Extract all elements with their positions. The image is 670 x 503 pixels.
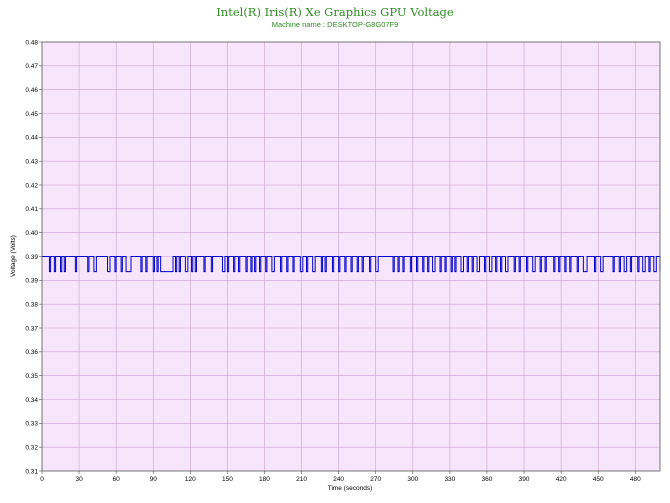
x-tick-label: 90 (150, 476, 158, 483)
y-tick-label: 0.34 (25, 397, 38, 404)
y-tick-label: 0.43 (25, 158, 38, 165)
x-tick-label: 270 (370, 476, 381, 483)
x-tick-label: 360 (482, 476, 493, 483)
x-tick-label: 450 (593, 476, 604, 483)
x-tick-label: 120 (185, 476, 196, 483)
x-tick-label: 30 (75, 476, 83, 483)
x-tick-label: 390 (519, 476, 530, 483)
y-tick-label: 0.40 (25, 230, 38, 237)
x-tick-label: 210 (296, 476, 307, 483)
y-tick-label: 0.42 (25, 182, 38, 189)
y-tick-label: 0.31 (25, 468, 38, 475)
y-tick-label: 0.48 (25, 39, 38, 46)
y-tick-label: 0.44 (25, 135, 38, 142)
y-tick-label: 0.39 (25, 254, 38, 261)
y-tick-label: 0.41 (25, 206, 38, 213)
x-axis-ticks: 0 30 60 90 120 150 180 210 240 270 300 330 360 390 420… (40, 471, 641, 483)
y-tick-label: 0.33 (25, 421, 38, 428)
x-tick-label: 420 (556, 476, 567, 483)
chart-subtitle: Machine name : DESKTOP-G8G07F9 (272, 20, 399, 29)
y-tick-label: 0.39 (25, 278, 38, 285)
chart-title: Intel(R) Iris(R) Xe Graphics GPU Voltage (216, 5, 454, 19)
y-tick-label: 0.32 (25, 444, 38, 451)
y-tick-label: 0.45 (25, 111, 38, 118)
x-tick-label: 480 (630, 476, 641, 483)
x-tick-label: 0 (40, 476, 44, 483)
plot-frame (41, 41, 661, 472)
x-tick-label: 300 (407, 476, 418, 483)
y-tick-label: 0.46 (25, 87, 38, 94)
y-tick-label: 0.38 (25, 301, 38, 308)
x-tick-label: 150 (222, 476, 233, 483)
y-axis-label: Voltage (Volts) (10, 235, 17, 277)
y-tick-label: 0.36 (25, 349, 38, 356)
y-tick-label: 0.37 (25, 325, 38, 332)
x-tick-label: 240 (333, 476, 344, 483)
series-line-voltage (42, 256, 661, 273)
x-tick-label: 60 (113, 476, 121, 483)
x-axis-label: Time (seconds) (328, 485, 373, 492)
y-axis-ticks: 0.31 0.32 0.33 0.34 0.35 0.36 0.37 0.38 0.39 0.39… (25, 39, 42, 475)
x-tick-label: 330 (444, 476, 455, 483)
y-tick-label: 0.47 (25, 63, 38, 70)
x-tick-label: 180 (259, 476, 270, 483)
y-tick-label: 0.35 (25, 373, 38, 380)
